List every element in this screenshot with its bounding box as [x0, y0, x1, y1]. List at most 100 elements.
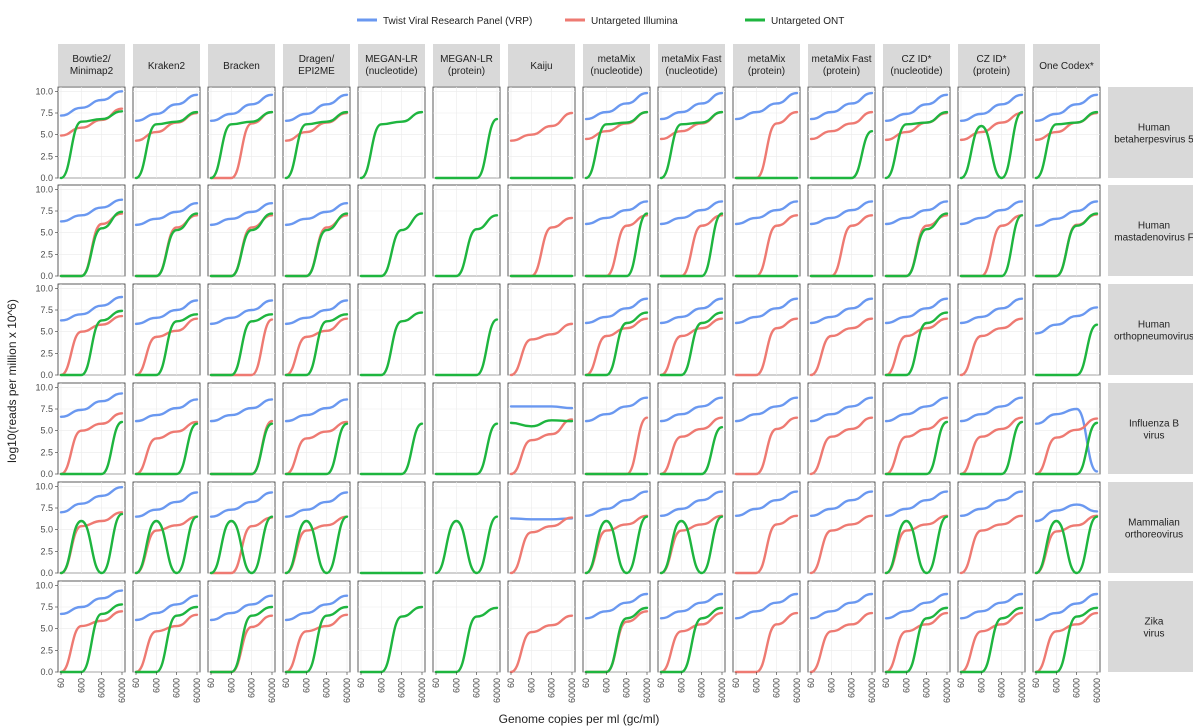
- facet-panel: [807, 86, 876, 180]
- series-line-illumina: [659, 317, 724, 377]
- facet-panel: [507, 382, 576, 476]
- facet-strip-tool: Bowtie2/Minimap2: [58, 44, 125, 86]
- facet-panel: [207, 580, 276, 674]
- x-tick-label: 6000: [622, 678, 632, 698]
- facet-strip-tool: metaMix Fast(nucleotide): [658, 44, 725, 86]
- legend-item-vrp: Twist Viral Research Panel (VRP): [357, 16, 532, 27]
- series-line-vrp: [209, 299, 274, 326]
- series-line-illumina: [959, 514, 1024, 575]
- series-line-vrp: [734, 297, 799, 325]
- facet-panel: [357, 481, 426, 575]
- facet-panel: [657, 481, 726, 575]
- facet-panel: [1032, 580, 1101, 674]
- virus-label: Human: [1138, 221, 1170, 232]
- tool-label: Bracken: [223, 61, 260, 72]
- series-line-illumina: [959, 611, 1024, 674]
- series-line-vrp: [284, 299, 349, 326]
- series-line-ont: [884, 311, 949, 377]
- facet-panel: [732, 184, 801, 278]
- facet-panel: [582, 283, 651, 377]
- x-tick-label: 60: [656, 678, 666, 688]
- x-tick-label: 60000: [942, 678, 952, 703]
- tool-label: (protein): [823, 66, 860, 77]
- facet-panel: [1032, 86, 1101, 180]
- facet-panel: [732, 580, 801, 674]
- tool-label: MEGAN-LR: [440, 54, 493, 65]
- series-line-illumina: [809, 110, 874, 141]
- series-line-illumina: [509, 614, 574, 674]
- legend-label: Untargeted Illumina: [591, 16, 678, 27]
- facet-strip-tool: One Codex*: [1033, 44, 1100, 86]
- series-line-illumina: [284, 420, 349, 476]
- series-line-illumina: [659, 611, 724, 674]
- series-line-ont: [1034, 421, 1099, 476]
- series-line-ont: [959, 420, 1024, 476]
- facet-panel: [957, 283, 1026, 377]
- series-line-ont: [209, 110, 274, 180]
- series-line-illumina: [959, 317, 1024, 377]
- series-line-vrp: [659, 490, 724, 517]
- facet-panel: [57, 283, 126, 377]
- series-line-ont: [584, 110, 649, 180]
- facet-panel: [507, 481, 576, 575]
- series-line-illumina: [284, 317, 349, 377]
- facet-strip-tool: MEGAN-LR(protein): [433, 44, 500, 86]
- series-line-ont: [659, 212, 724, 278]
- facet-panel: [882, 580, 951, 674]
- x-tick-label: 600: [826, 678, 836, 693]
- series-line-illumina: [884, 317, 949, 377]
- series-line-ont: [59, 512, 124, 575]
- virus-label: Zika: [1145, 617, 1164, 628]
- series-line-vrp: [284, 491, 349, 518]
- facet-strip-tool: Dragen/EPI2ME: [283, 44, 350, 86]
- x-tick-label: 60000: [1017, 678, 1027, 703]
- series-line-vrp: [59, 295, 124, 322]
- facet-panels: Bowtie2/Minimap2 Kraken2 Bracken Dragen/EPI…: [57, 44, 1193, 674]
- x-axis-title: Genome copies per ml (gc/ml): [499, 712, 660, 726]
- facet-panel: [57, 580, 126, 674]
- series-line-ont: [434, 318, 499, 377]
- series-line-ont: [884, 212, 949, 278]
- facet-panel: [132, 86, 201, 180]
- facet-panel: [432, 481, 501, 575]
- series-line-illumina: [509, 418, 574, 476]
- series-line-ont: [359, 605, 424, 674]
- series-line-ont: [959, 606, 1024, 674]
- series-line-illumina: [734, 317, 799, 377]
- facet-panel: [582, 580, 651, 674]
- x-tick-label: 60: [356, 678, 366, 688]
- series-line-ont: [59, 309, 124, 377]
- facet-panel: [282, 580, 351, 674]
- series-line-ont: [359, 212, 424, 278]
- series-line-ont: [884, 110, 949, 180]
- x-tick-label: 600: [76, 678, 86, 693]
- series-line-ont: [1034, 323, 1099, 377]
- series-line-vrp: [884, 200, 949, 226]
- x-tick-label: 60000: [492, 678, 502, 703]
- series-line-ont: [134, 313, 199, 377]
- series-line-vrp: [134, 398, 199, 423]
- series-line-vrp: [809, 91, 874, 121]
- series-line-vrp: [1034, 592, 1099, 622]
- virus-label: orthoreovirus: [1125, 530, 1183, 541]
- tool-label: (nucleotide): [665, 66, 717, 77]
- series-line-illumina: [959, 111, 1024, 142]
- series-line-vrp: [59, 198, 124, 223]
- facet-panel: [207, 382, 276, 476]
- x-tick-label: 60: [881, 678, 891, 688]
- series-line-vrp: [734, 200, 799, 226]
- facet-panel: [57, 184, 126, 278]
- series-line-illumina: [809, 514, 874, 575]
- series-line-ont: [209, 515, 274, 575]
- series-line-ont: [134, 422, 199, 476]
- tool-label: (nucleotide): [890, 66, 942, 77]
- series-line-illumina: [884, 416, 949, 476]
- series-line-ont: [1034, 606, 1099, 674]
- series-line-illumina: [809, 317, 874, 377]
- facet-strip-tool: Kaiju: [508, 44, 575, 86]
- y-tick-label: 0.0: [40, 173, 53, 183]
- x-tick-label: 600: [676, 678, 686, 693]
- series-line-ont: [134, 110, 199, 180]
- facet-panel: [1032, 382, 1101, 476]
